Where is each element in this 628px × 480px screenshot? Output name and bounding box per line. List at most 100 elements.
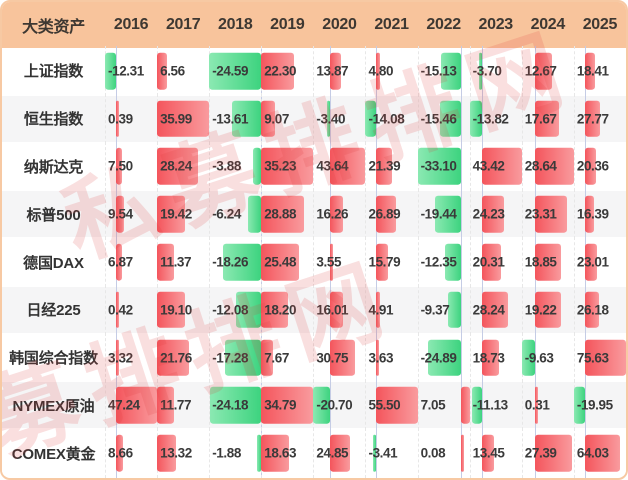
value-cell: 28.64 bbox=[521, 141, 574, 192]
column-divider bbox=[417, 380, 419, 431]
return-value: -12.35 bbox=[420, 254, 457, 270]
value-cell: 24.85 bbox=[313, 428, 365, 478]
return-value: 24.85 bbox=[316, 445, 349, 461]
value-cell: -3.88 bbox=[209, 141, 263, 192]
value-cell: -14.08 bbox=[365, 93, 417, 144]
value-cell: 35.99 bbox=[157, 93, 210, 144]
column-axis-line bbox=[376, 93, 377, 144]
positive-return-bar bbox=[261, 148, 314, 185]
negative-return-bar bbox=[478, 52, 483, 90]
positive-return-bar bbox=[376, 148, 392, 185]
column-divider bbox=[469, 189, 471, 240]
column-divider bbox=[469, 332, 471, 383]
value-cell: -9.37 bbox=[417, 284, 470, 335]
column-divider bbox=[105, 332, 106, 383]
header-year-2022: 2022 bbox=[426, 16, 461, 33]
row-label: NYMEX原油 bbox=[12, 397, 95, 415]
value-cell: -3.70 bbox=[469, 46, 522, 96]
value-cell: 3.55 bbox=[313, 237, 365, 287]
value-cell: 9.54 bbox=[105, 189, 157, 240]
return-value: -9.37 bbox=[420, 302, 450, 318]
value-cell: 0.08 bbox=[417, 428, 470, 478]
column-divider bbox=[313, 284, 315, 335]
column-divider bbox=[469, 46, 471, 96]
value-cell: 23.01 bbox=[573, 237, 626, 287]
column-divider bbox=[313, 237, 315, 287]
negative-return-bar bbox=[440, 100, 461, 137]
negative-return-bar bbox=[448, 291, 461, 329]
row-label: 恒生指数 bbox=[23, 111, 84, 129]
value-cell: 19.22 bbox=[521, 284, 574, 335]
value-cell: 13.32 bbox=[157, 428, 209, 478]
column-divider bbox=[469, 237, 471, 287]
return-value: -33.10 bbox=[420, 158, 457, 174]
return-value: 18.20 bbox=[264, 302, 297, 318]
value-cell: 8.66 bbox=[105, 428, 157, 478]
value-cell: 26.89 bbox=[365, 189, 417, 240]
positive-return-bar bbox=[534, 52, 553, 90]
value-cell: -13.82 bbox=[469, 93, 522, 144]
positive-return-bar bbox=[482, 195, 505, 233]
return-value: 18.63 bbox=[264, 445, 297, 461]
positive-return-bar bbox=[534, 387, 538, 424]
positive-return-bar bbox=[115, 387, 158, 424]
column-axis-line bbox=[330, 93, 332, 144]
column-divider bbox=[209, 141, 211, 192]
return-value: 21.76 bbox=[160, 350, 192, 366]
value-cell: 4.91 bbox=[365, 284, 417, 335]
header-year-2021: 2021 bbox=[374, 16, 409, 33]
return-value: -1.88 bbox=[212, 445, 241, 461]
value-cell: 28.88 bbox=[261, 189, 313, 240]
positive-return-bar bbox=[261, 291, 289, 329]
return-value: -24.89 bbox=[420, 350, 457, 366]
return-value: 9.07 bbox=[264, 111, 289, 127]
positive-return-bar bbox=[482, 339, 500, 376]
value-cell: 21.39 bbox=[365, 141, 417, 192]
positive-return-bar bbox=[261, 52, 295, 90]
return-value: 13.32 bbox=[160, 445, 192, 461]
column-divider bbox=[105, 380, 106, 431]
table-row-上证指数: 上证指数 -12.31 6.56 -24.59 22.30 13.87 4.80 -15.13… bbox=[2, 46, 626, 96]
value-cell: 7.67 bbox=[261, 332, 313, 383]
return-value: 7.67 bbox=[264, 350, 289, 366]
positive-return-bar bbox=[157, 52, 167, 90]
return-value: 22.30 bbox=[264, 63, 297, 79]
negative-return-bar bbox=[440, 52, 461, 90]
return-value: -3.40 bbox=[316, 111, 346, 127]
value-cell: -3.41 bbox=[365, 428, 417, 478]
column-divider bbox=[469, 284, 471, 335]
value-cell: -15.46 bbox=[417, 93, 470, 144]
value-cell: -18.26 bbox=[209, 237, 263, 287]
positive-return-bar bbox=[157, 100, 210, 137]
column-divider bbox=[573, 189, 575, 240]
return-value: 26.89 bbox=[368, 206, 401, 222]
column-axis-line bbox=[482, 93, 484, 144]
negative-return-bar bbox=[327, 100, 331, 137]
value-cell: 0.31 bbox=[521, 380, 574, 431]
value-cell: -11.13 bbox=[469, 380, 522, 431]
column-divider bbox=[365, 284, 367, 335]
value-cell: 17.67 bbox=[521, 93, 574, 144]
column-divider bbox=[209, 93, 211, 144]
value-cell: -19.44 bbox=[417, 189, 470, 240]
return-value: 43.42 bbox=[472, 158, 505, 174]
return-value: 4.91 bbox=[368, 302, 394, 318]
return-value: -19.44 bbox=[420, 206, 457, 222]
row-label: 上证指数 bbox=[23, 63, 84, 81]
positive-return-bar bbox=[534, 291, 561, 329]
column-divider bbox=[209, 284, 211, 335]
header-year-2023: 2023 bbox=[478, 16, 514, 33]
table-row-韩国综合指数: 韩国综合指数 3.32 21.76 -17.28 7.67 30.75 3.63 -24.89… bbox=[2, 332, 626, 383]
negative-return-bar bbox=[469, 100, 483, 137]
return-value: 16.39 bbox=[576, 206, 609, 222]
value-cell: 20.36 bbox=[573, 141, 626, 192]
positive-return-bar bbox=[115, 148, 123, 185]
negative-return-bar bbox=[248, 195, 262, 233]
table-row-德国DAX: 德国DAX 6.87 11.37 -18.26 25.48 3.55 15.79 -12.35… bbox=[2, 237, 626, 287]
column-divider bbox=[365, 332, 367, 383]
value-cell: 27.39 bbox=[521, 428, 574, 478]
return-value: 0.31 bbox=[524, 397, 550, 413]
value-cell: -33.10 bbox=[417, 141, 470, 192]
column-divider bbox=[313, 93, 315, 144]
